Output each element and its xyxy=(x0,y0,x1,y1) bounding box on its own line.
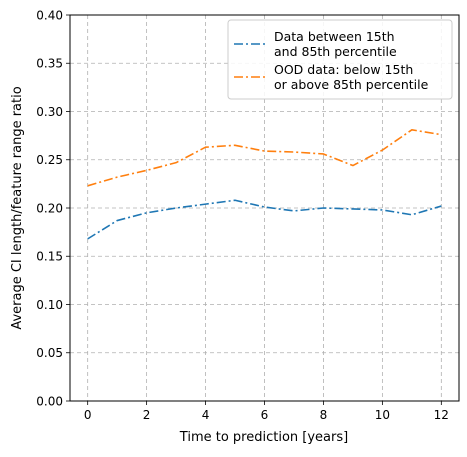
y-tick-label: 0.20 xyxy=(36,201,63,215)
x-tick-label: 10 xyxy=(375,408,390,422)
y-tick-label: 0.15 xyxy=(36,250,63,264)
x-axis-label: Time to prediction [years] xyxy=(179,430,348,445)
y-tick-label: 0.35 xyxy=(36,57,63,71)
series-line-2 xyxy=(87,129,442,187)
y-tick-label: 0.00 xyxy=(36,394,63,408)
x-tick-label: 0 xyxy=(84,408,92,422)
y-tick-label: 0.05 xyxy=(36,346,63,360)
y-axis-ticks: 0.00 0.05 0.10 0.15 0.20 0.25 0.30 0.35 0.40 xyxy=(36,8,70,408)
legend-label-1: and 85th percentile xyxy=(274,44,397,59)
x-tick-label: 8 xyxy=(320,408,328,422)
y-tick-label: 0.25 xyxy=(36,153,63,167)
x-axis-ticks: 0 2 4 6 8 10 12 xyxy=(84,401,449,422)
x-tick-label: 4 xyxy=(202,408,210,422)
legend-label-1: Data between 15th xyxy=(274,29,395,44)
y-tick-label: 0.40 xyxy=(36,8,63,22)
x-tick-label: 12 xyxy=(434,408,449,422)
legend-label-2: OOD data: below 15th xyxy=(274,62,413,77)
series-layer xyxy=(87,129,442,240)
legend-label-2: or above 85th percentile xyxy=(274,77,429,92)
x-tick-label: 6 xyxy=(261,408,269,422)
y-tick-label: 0.10 xyxy=(36,298,63,312)
x-tick-label: 2 xyxy=(143,408,151,422)
y-axis-label: Average CI length/feature range ratio xyxy=(10,86,25,329)
y-tick-label: 0.30 xyxy=(36,105,63,119)
legend-box xyxy=(227,19,453,100)
